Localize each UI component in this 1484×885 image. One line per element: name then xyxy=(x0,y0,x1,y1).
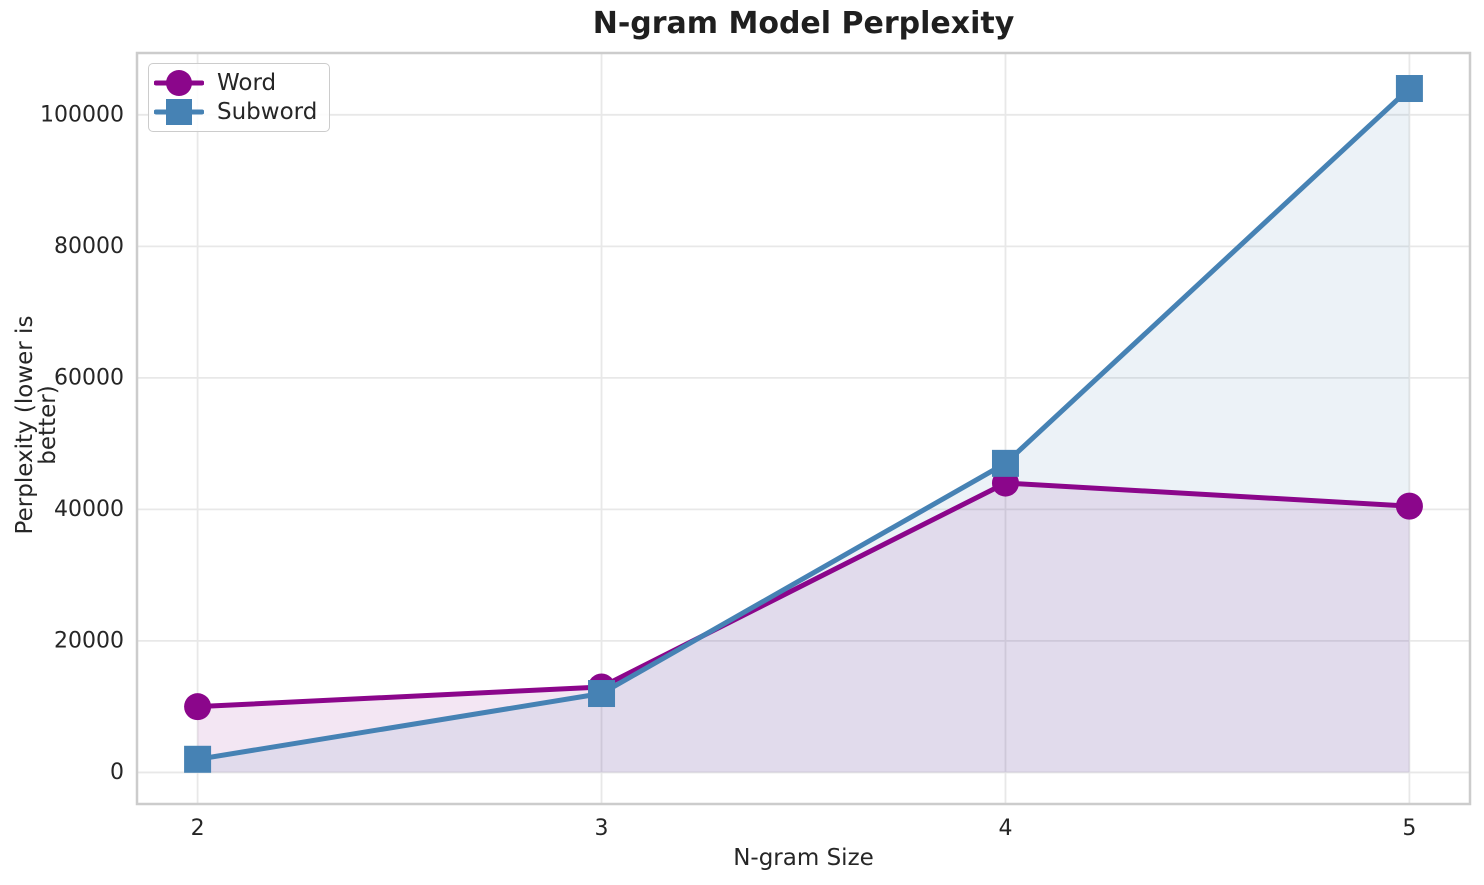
x-axis-label: N-gram Size xyxy=(733,845,874,871)
x-tick-label: 2 xyxy=(191,816,205,841)
subword-marker xyxy=(1395,75,1423,103)
subword-line-marker-swatch xyxy=(154,99,204,125)
y-tick-label: 0 xyxy=(110,760,124,785)
y-tick-label: 100000 xyxy=(40,102,124,127)
word-marker xyxy=(1395,492,1423,520)
word-line xyxy=(195,480,1412,710)
y-tick-label: 80000 xyxy=(54,234,124,259)
word-marker xyxy=(184,693,212,721)
word-line-marker-swatch xyxy=(154,70,204,96)
legend-item-word: Word xyxy=(154,69,317,97)
legend-item-subword: Subword xyxy=(154,98,317,126)
chart-title: N-gram Model Perplexity xyxy=(592,6,1015,41)
x-tick-label: 5 xyxy=(1402,816,1416,841)
subword-marker xyxy=(991,449,1019,477)
y-tick-label: 20000 xyxy=(54,628,124,653)
word-area-fill xyxy=(197,483,1410,773)
legend-label-subword: Subword xyxy=(217,98,318,125)
subword-legend-marker xyxy=(166,99,192,125)
subword-area-fill xyxy=(197,88,1410,773)
word-legend-marker xyxy=(166,70,192,96)
subword-marker xyxy=(588,680,616,708)
y-tick-label: 60000 xyxy=(54,365,124,390)
subword-line xyxy=(195,86,1412,762)
x-tick-label: 3 xyxy=(595,816,609,841)
x-tick-label: 4 xyxy=(998,816,1012,841)
y-axis-label: Perplexity (lower is better) xyxy=(12,315,61,535)
y-tick-label: 40000 xyxy=(54,497,124,522)
plot-border xyxy=(135,51,1472,806)
legend: Word Subword xyxy=(148,63,331,132)
subword-marker xyxy=(184,745,212,773)
legend-label-word: Word xyxy=(217,69,277,96)
plot-background xyxy=(137,53,1470,804)
